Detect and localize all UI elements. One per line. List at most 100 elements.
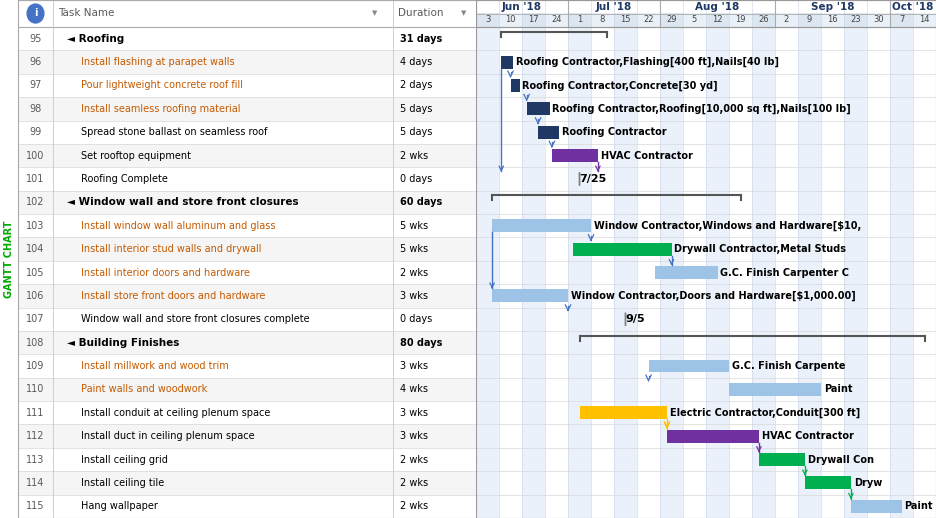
Text: 26: 26 [758,16,768,24]
Bar [18,74,476,97]
Text: Roofing Contractor: Roofing Contractor [562,127,666,137]
Text: 8: 8 [600,16,606,24]
Text: 4 days: 4 days [400,57,432,67]
Bar [18,50,476,74]
Text: Install conduit at ceiling plenum space: Install conduit at ceiling plenum space [81,408,271,418]
Text: 106: 106 [26,291,45,301]
Bar [18,191,476,214]
Text: 101: 101 [26,174,45,184]
Text: ◄ Roofing: ◄ Roofing [67,34,124,44]
Bar [18,167,476,191]
Bar [759,453,805,466]
Text: 97: 97 [29,80,42,91]
Text: GANTT CHART: GANTT CHART [4,220,14,298]
Text: 109: 109 [26,361,45,371]
Text: 29: 29 [666,16,677,24]
Bar [660,13,683,27]
Bar [913,13,936,27]
Bar [492,219,591,232]
Text: 1: 1 [577,16,582,24]
Bar [867,27,890,518]
Bar [706,27,729,518]
Text: 15: 15 [621,16,631,24]
Bar [18,237,476,261]
Bar [579,406,666,419]
Text: Install duct in ceiling plenum space: Install duct in ceiling plenum space [81,431,255,441]
Text: i: i [34,8,37,19]
Text: Window Contractor,Doors and Hardware[$1,000.00]: Window Contractor,Doors and Hardware[$1,… [571,291,856,301]
Text: 5 days: 5 days [400,127,432,137]
Text: 9/5: 9/5 [626,314,645,324]
Text: Pour lightweight concrete roof fill: Pour lightweight concrete roof fill [81,80,243,91]
Text: Install store front doors and hardware: Install store front doors and hardware [81,291,266,301]
Bar [805,477,851,490]
Text: Roofing Contractor,Concrete[30 yd]: Roofing Contractor,Concrete[30 yd] [522,80,718,91]
Bar [614,13,637,27]
Text: 114: 114 [26,478,45,488]
Bar [573,243,671,255]
Text: Drywall Contractor,Metal Studs: Drywall Contractor,Metal Studs [674,244,846,254]
Text: 16: 16 [827,16,838,24]
Bar [729,383,821,396]
Text: 103: 103 [26,221,45,231]
Text: 19: 19 [736,16,746,24]
Bar [890,13,936,27]
Bar [729,13,752,27]
Bar [522,13,545,27]
Text: ◄ Building Finishes: ◄ Building Finishes [67,338,180,348]
Text: Task Name: Task Name [58,8,114,19]
Bar [798,13,821,27]
Bar [890,27,913,518]
Text: 111: 111 [26,408,45,418]
Text: 4 wks: 4 wks [400,384,428,394]
Text: Install window wall aluminum and glass: Install window wall aluminum and glass [81,221,275,231]
Text: 7: 7 [899,16,904,24]
Bar [775,27,798,518]
Bar [683,27,706,518]
Text: 12: 12 [712,16,723,24]
Text: 5 wks: 5 wks [400,221,428,231]
Bar [851,500,901,513]
Bar [660,27,683,518]
Bar [18,331,476,354]
Bar [476,13,499,27]
Bar [637,13,660,27]
Text: Dryw: Dryw [854,478,882,488]
Text: 0 days: 0 days [400,314,432,324]
Bar [844,13,867,27]
Text: 3 wks: 3 wks [400,291,428,301]
Bar [706,13,729,27]
Bar [752,13,775,27]
Bar [18,214,476,237]
Text: 99: 99 [29,127,41,137]
Bar [18,261,476,284]
Text: 60 days: 60 days [400,197,442,207]
Text: ▼: ▼ [372,10,377,17]
Bar [18,401,476,424]
Text: 3 wks: 3 wks [400,431,428,441]
Text: 22: 22 [643,16,653,24]
Bar [591,13,614,27]
Bar [476,13,568,27]
Text: Drywall Con: Drywall Con [808,455,873,465]
Text: Aug '18: Aug '18 [695,2,739,12]
Text: 3: 3 [485,16,490,24]
Bar [729,27,752,518]
Text: 95: 95 [29,34,42,44]
Text: Jul '18: Jul '18 [596,2,632,12]
Text: 96: 96 [29,57,41,67]
Text: Install interior doors and hardware: Install interior doors and hardware [81,267,250,278]
Text: 23: 23 [850,16,861,24]
Bar [552,149,598,162]
Text: 10: 10 [505,16,516,24]
Bar [502,55,513,68]
Text: Spread stone ballast on seamless roof: Spread stone ballast on seamless roof [81,127,268,137]
Text: 115: 115 [26,501,45,511]
Text: Paint: Paint [824,384,853,394]
Text: ◄ Window wall and store front closures: ◄ Window wall and store front closures [67,197,299,207]
Bar [568,13,591,27]
Text: 2 wks: 2 wks [400,267,428,278]
Text: 107: 107 [26,314,45,324]
Bar [649,359,729,372]
Text: 105: 105 [26,267,45,278]
